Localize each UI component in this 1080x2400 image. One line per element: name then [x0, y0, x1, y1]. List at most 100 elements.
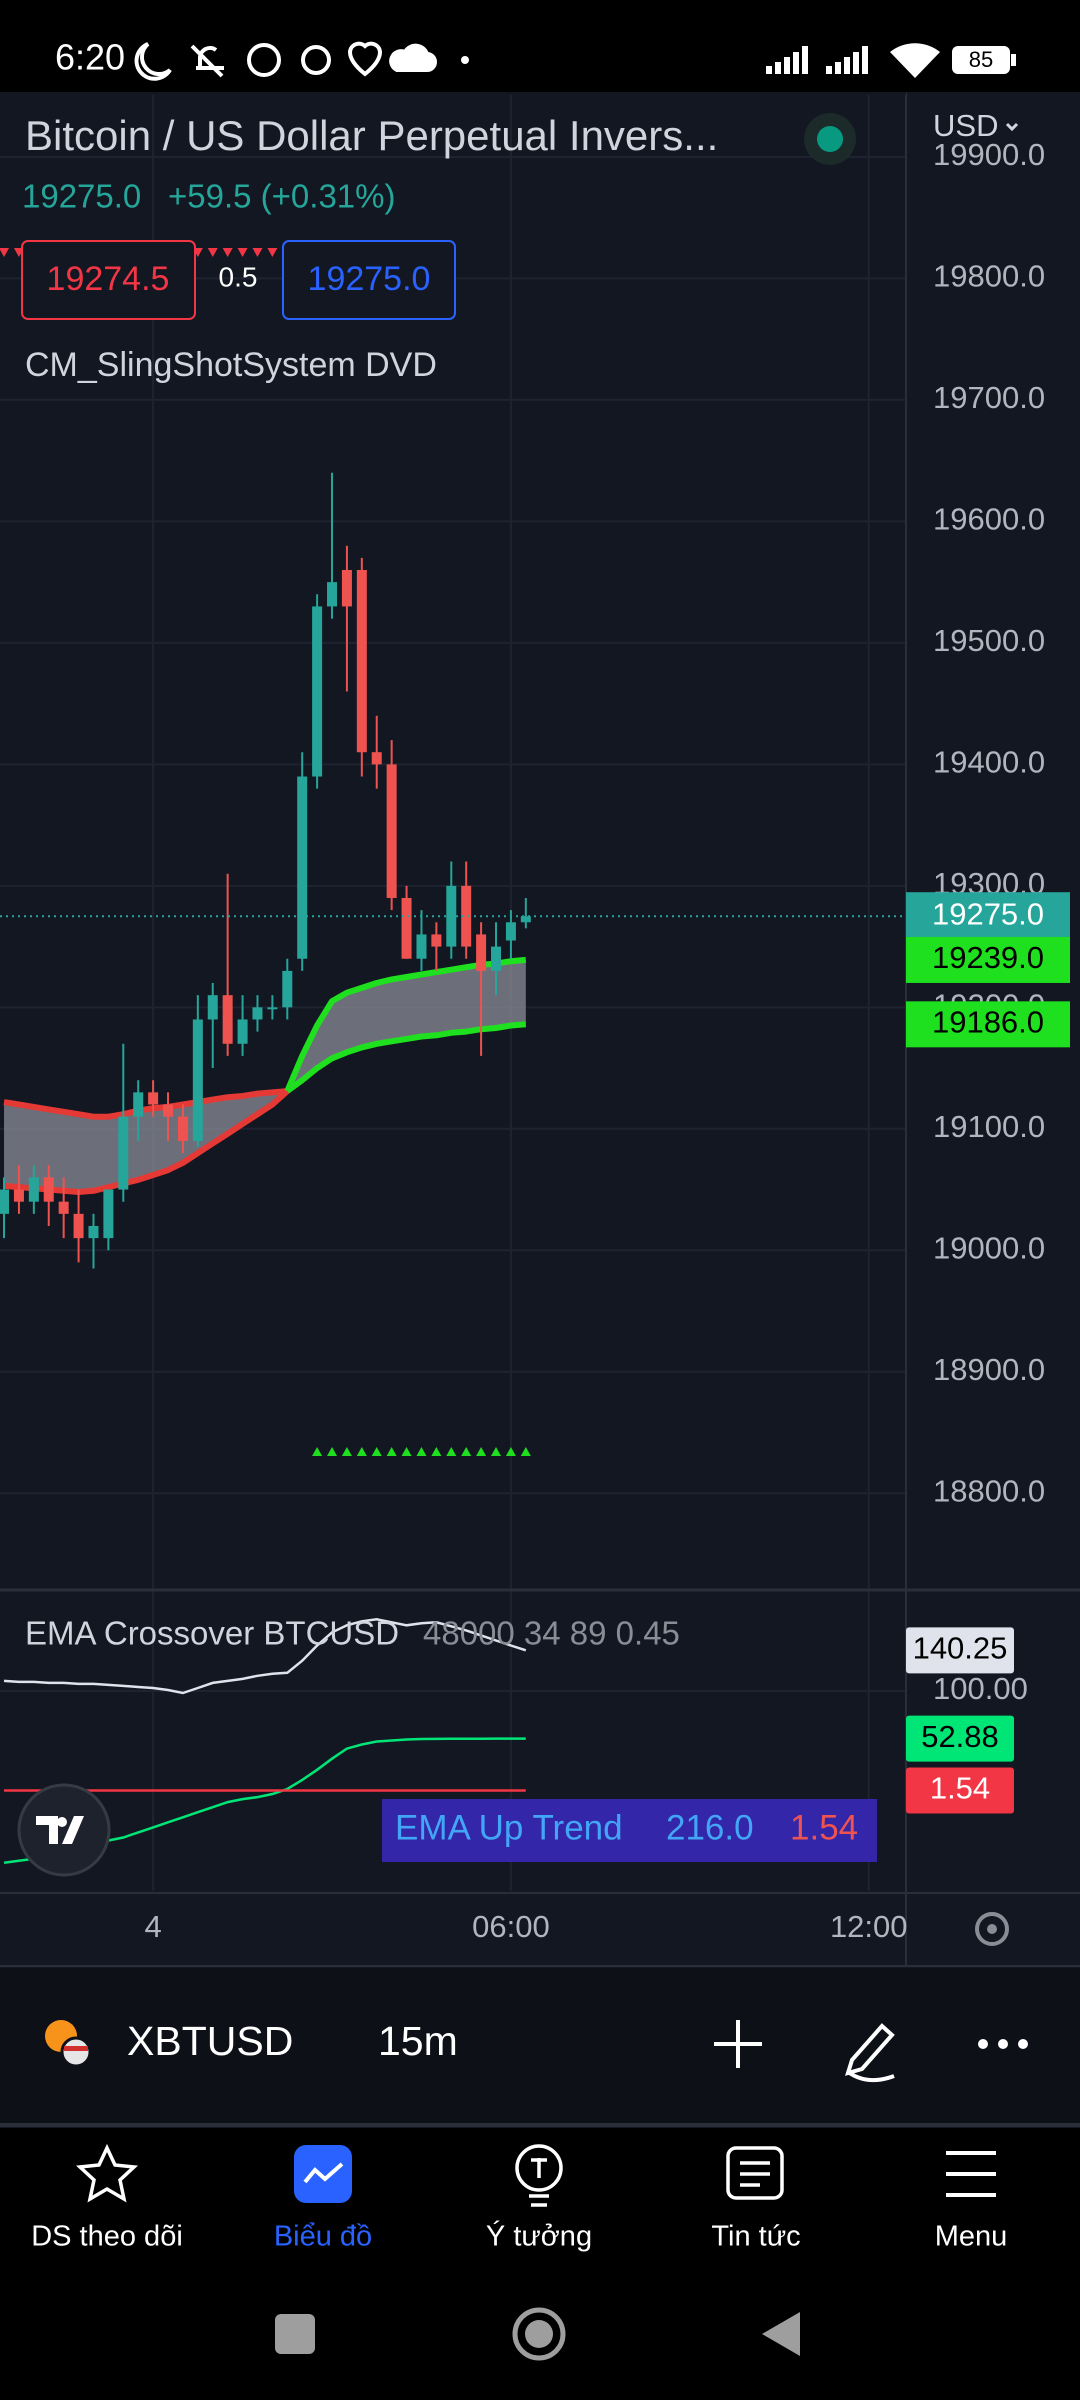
watchlist-icon[interactable] [75, 2143, 139, 2203]
logo-dot [57, 1817, 67, 1827]
value-badge [906, 936, 1070, 983]
candle-body [237, 1019, 248, 1044]
ema-line [3, 1088, 288, 1120]
price-change: +59.5 (+0.31%) [168, 178, 396, 215]
y-tick-label: 19600.0 [933, 502, 1045, 537]
moon-icon [134, 42, 172, 81]
candle-body [58, 1201, 69, 1214]
currency-caret [1005, 122, 1019, 132]
nav-label[interactable]: DS theo dõi [31, 2221, 183, 2253]
nav-label[interactable]: Biểu đồ [274, 2221, 372, 2253]
status-value: 1.54 [790, 1808, 858, 1847]
battery-level: 85 [969, 47, 993, 72]
news-icon[interactable] [726, 2146, 784, 2200]
candle-body [148, 1092, 159, 1105]
sell-signal [0, 248, 10, 257]
buy-signal [401, 1447, 412, 1456]
nav-label[interactable]: Tin tức [711, 2221, 800, 2253]
buy-signal [327, 1447, 338, 1456]
buy-signal [341, 1447, 352, 1456]
candle-body [341, 569, 352, 607]
signal-icons [766, 43, 940, 78]
candle-body [73, 1213, 84, 1239]
value-badge [906, 1715, 1014, 1762]
x-tick-label: 12:00 [830, 1909, 908, 1944]
x-tick-label: 4 [144, 1909, 161, 1944]
candle-body [118, 1116, 129, 1190]
buy-signal [416, 1447, 427, 1456]
candle-body [312, 606, 323, 777]
candle-body [356, 569, 367, 753]
price-badge-label: 19275.0 [932, 896, 1044, 931]
buy-signal [312, 1447, 323, 1456]
value-badge-label: 140.25 [913, 1631, 1008, 1666]
battery-tip [1011, 54, 1016, 66]
ideas-icon-detail [529, 2158, 549, 2207]
candle-body [222, 995, 233, 1044]
draw-button[interactable] [845, 2023, 895, 2083]
candle-body [43, 1177, 54, 1202]
value-badge [906, 1001, 1070, 1048]
sell-signal [267, 248, 278, 257]
ask-price: 19275.0 [308, 260, 431, 298]
mute-icon [190, 44, 224, 78]
more-button[interactable] [978, 2039, 1028, 2049]
indicator-legend[interactable]: EMA Crossover BTCUSD [25, 1615, 399, 1652]
buy-signal [431, 1447, 442, 1456]
buy-button[interactable] [282, 240, 456, 320]
battery [952, 46, 1010, 74]
settings-hub [987, 1924, 997, 1934]
symbol[interactable]: XBTUSD [127, 2018, 293, 2064]
sell-signal [207, 248, 218, 257]
interval[interactable]: 15m [378, 2018, 458, 2064]
candle-body [207, 995, 218, 1020]
add-button[interactable] [714, 2020, 762, 2068]
dot [461, 56, 469, 64]
candle-body [192, 1019, 203, 1141]
candle-body [163, 1104, 174, 1117]
bottom-nav [0, 2128, 1080, 2293]
buy-signal [491, 1447, 502, 1456]
nav-label[interactable]: Menu [935, 2221, 1008, 2253]
buy-signal [356, 1447, 367, 1456]
candle-body [267, 1007, 278, 1010]
x-tick-label: 06:00 [472, 1909, 550, 1944]
buy-signal [371, 1447, 382, 1456]
buy-signal [505, 1447, 516, 1456]
candle-body [133, 1092, 144, 1117]
market-status[interactable] [817, 126, 843, 152]
buy-signal [520, 1447, 531, 1456]
y-tick-label: 19400.0 [933, 745, 1045, 780]
ema-line [285, 1021, 527, 1094]
currency[interactable]: USD [933, 108, 998, 143]
sell-signal [222, 248, 233, 257]
sell-button[interactable] [21, 240, 196, 320]
value-badge-label: 19186.0 [932, 1005, 1044, 1040]
ribbon-fill [287, 959, 526, 1092]
settings-icon[interactable] [975, 1912, 1009, 1946]
chart-icon[interactable] [294, 2145, 352, 2203]
candle-body [520, 916, 531, 923]
value-badge [906, 1627, 1014, 1674]
indicator-name[interactable]: CM_SlingShotSystem DVD [25, 346, 437, 384]
candle-body [282, 970, 293, 1008]
value-badge-label: 1.54 [930, 1771, 990, 1806]
header-strip [0, 92, 906, 95]
back-button[interactable] [762, 2312, 800, 2356]
wifi-icon [890, 43, 940, 78]
y-tick-label: 19100.0 [933, 1109, 1045, 1144]
axis-layer: 4 06:00 12:00 18800.0 18900.0 19000.0 19100.0 1… [144, 137, 1070, 1944]
home-button-core [525, 2320, 553, 2348]
tradingview-logo[interactable] [17, 1783, 111, 1877]
recents-button[interactable] [275, 2314, 315, 2354]
menu-icon[interactable] [946, 2151, 996, 2197]
indicator-line [3, 1618, 527, 1695]
candle-body [476, 934, 487, 971]
nav-label[interactable]: Ý tưởng [486, 2220, 592, 2253]
status-value: 216.0 [666, 1808, 754, 1847]
cloud-icon [389, 43, 437, 72]
home-button[interactable] [512, 2307, 566, 2361]
ideas-icon[interactable] [515, 2144, 563, 2192]
symbol-title: Bitcoin / US Dollar Perpetual Invers... [25, 112, 718, 159]
y-tick-label: 19500.0 [933, 623, 1045, 658]
